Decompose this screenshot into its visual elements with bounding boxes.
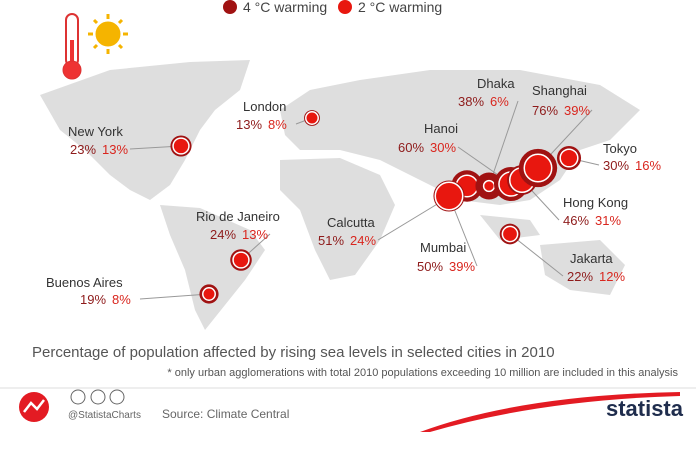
city-values: 24% 13% <box>210 227 268 242</box>
city-values: 60% 30% <box>398 140 456 155</box>
swoosh <box>420 392 680 432</box>
city-values: 50% 39% <box>417 259 475 274</box>
legend-label: 4 °C warming <box>243 0 327 15</box>
handle: @StatistaCharts <box>68 410 141 421</box>
city-name: Shanghai <box>532 83 587 98</box>
city-values: 76% 39% <box>532 103 590 118</box>
value-4c: 22% <box>567 269 593 284</box>
labels: New York 23% 13% London 13% 8% Rio de Janeiro 2… <box>46 76 661 307</box>
value-4c: 23% <box>70 142 96 157</box>
value-4c: 19% <box>80 292 106 307</box>
value-2c: 13% <box>102 142 128 157</box>
city-name: London <box>243 99 286 114</box>
thermometer-icon <box>62 13 82 80</box>
value-2c: 13% <box>242 227 268 242</box>
leader-line <box>139 293 210 300</box>
value-2c: 16% <box>635 158 661 173</box>
source: Source: Climate Central <box>162 407 289 421</box>
value-4c: 60% <box>398 140 424 155</box>
bubble-2c <box>482 179 496 193</box>
bubble-2c <box>305 111 319 125</box>
bubble-2c <box>523 153 553 183</box>
value-4c: 38% <box>458 94 484 109</box>
city-name: Hanoi <box>424 121 458 136</box>
bubble-2c <box>232 251 250 269</box>
city-name: Dhaka <box>477 76 515 91</box>
city-name: Tokyo <box>603 141 637 156</box>
city-values: 23% 13% <box>70 142 128 157</box>
value-2c: 6% <box>490 94 509 109</box>
value-2c: 8% <box>268 117 287 132</box>
brand: statista <box>606 396 684 421</box>
value-4c: 24% <box>210 227 236 242</box>
sun-icon <box>88 14 128 54</box>
value-2c: 24% <box>350 233 376 248</box>
city-values: 46% 31% <box>563 213 621 228</box>
value-2c: 31% <box>595 213 621 228</box>
value-4c: 13% <box>236 117 262 132</box>
bubble-2c <box>202 287 216 301</box>
footnote: * only urban agglomerations with total 2… <box>167 367 678 379</box>
value-2c: 30% <box>430 140 456 155</box>
bubble-2c <box>559 148 579 168</box>
city-values: 19% 8% <box>80 292 131 307</box>
value-2c: 39% <box>449 259 475 274</box>
value-4c: 30% <box>603 158 629 173</box>
city-values: 30% 16% <box>603 158 661 173</box>
legend-swatch <box>338 0 352 14</box>
value-2c: 8% <box>112 292 131 307</box>
value-2c: 12% <box>599 269 625 284</box>
license-icons <box>70 389 125 405</box>
city-values: 51% 24% <box>318 233 376 248</box>
value-4c: 46% <box>563 213 589 228</box>
bubble-2c <box>172 137 190 155</box>
city-name: Mumbai <box>420 240 466 255</box>
bubble-2c <box>501 225 519 243</box>
bubble-2c <box>434 181 464 211</box>
city-name: Rio de Janeiro <box>196 209 280 224</box>
city-name: Jakarta <box>570 251 613 266</box>
statista-logo-icon <box>19 392 49 422</box>
leader-line <box>509 233 564 277</box>
city-name: Buenos Aires <box>46 275 123 290</box>
city-values: 38% 6% <box>458 94 509 109</box>
city-name: Hong Kong <box>563 195 628 210</box>
title: Percentage of population affected by ris… <box>32 344 555 361</box>
legend-swatch <box>223 0 237 14</box>
city-values: 13% 8% <box>236 117 287 132</box>
value-4c: 50% <box>417 259 443 274</box>
city-values: 22% 12% <box>567 269 625 284</box>
city-name: Calcutta <box>327 215 375 230</box>
legend-label: 2 °C warming <box>358 0 442 15</box>
city-name: New York <box>68 124 123 139</box>
value-2c: 39% <box>564 103 590 118</box>
value-4c: 51% <box>318 233 344 248</box>
bubbles <box>170 110 582 304</box>
legend: 4 °C warming 2 °C warming <box>223 0 442 15</box>
value-4c: 76% <box>532 103 558 118</box>
